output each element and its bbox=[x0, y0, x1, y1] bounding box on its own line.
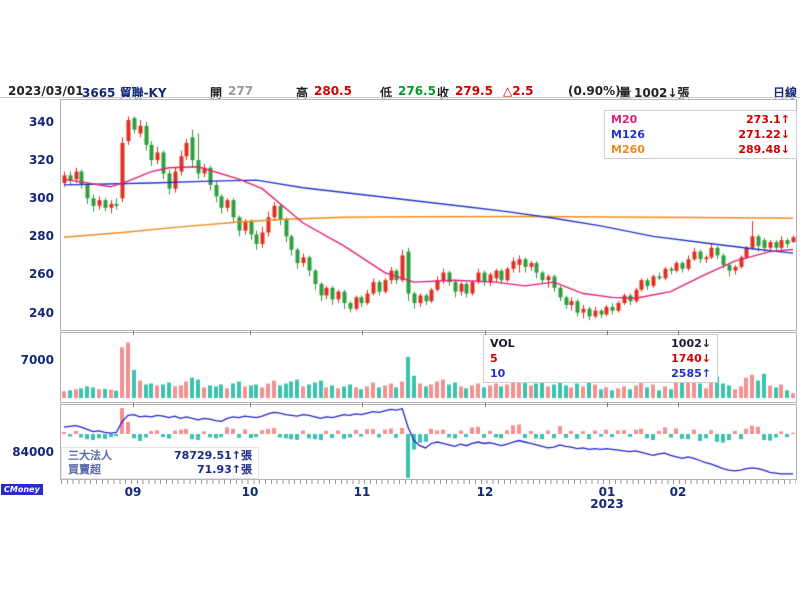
institutional-legend-row: 三大法人 78729.51↑張 bbox=[68, 449, 252, 463]
high-label: 高 bbox=[296, 86, 309, 100]
month-label: 02 bbox=[669, 485, 687, 499]
high-value: 280.5 bbox=[314, 84, 352, 98]
month-boundary-tick bbox=[362, 331, 363, 335]
month-label: 09 bbox=[124, 485, 142, 499]
month-boundary-tick bbox=[362, 403, 363, 407]
price-tick-label: 340 bbox=[28, 115, 54, 129]
month-boundary-tick bbox=[678, 403, 679, 407]
month-boundary-tick bbox=[250, 403, 251, 407]
stock-symbol[interactable]: 3665 貿聯-KY bbox=[82, 86, 167, 100]
vol5-value: 1740↓ bbox=[671, 352, 711, 365]
volume-legend: VOL 1002↓ 5 1740↓ 10 2585↑ bbox=[483, 334, 718, 383]
low-label: 低 bbox=[380, 86, 393, 100]
change-percent: (0.90%) bbox=[568, 84, 621, 98]
ma126-label: M126 bbox=[611, 128, 645, 141]
institutional-axis-label: 84000 bbox=[12, 445, 54, 459]
ma20-label: M20 bbox=[611, 113, 638, 126]
month-boundary-tick bbox=[133, 331, 134, 335]
ma260-label: M260 bbox=[611, 143, 645, 156]
year-label: 2023 bbox=[590, 497, 624, 511]
inst-net-label: 買賣超 bbox=[68, 463, 101, 476]
month-boundary-tick bbox=[485, 403, 486, 407]
quote-date: 2023/03/01 bbox=[8, 84, 84, 98]
month-boundary-tick bbox=[485, 331, 486, 335]
month-label: 10 bbox=[241, 485, 259, 499]
month-boundary-tick bbox=[678, 331, 679, 335]
cmoney-logo: CMoney bbox=[1, 484, 43, 495]
vol10-label: 10 bbox=[490, 367, 506, 380]
volume-legend-row: 5 1740↓ bbox=[490, 351, 711, 366]
price-tick-label: 260 bbox=[28, 267, 54, 282]
ma260-value: 289.48↓ bbox=[738, 143, 790, 156]
institutional-legend: 三大法人 78729.51↑張 買賣超 71.93↑張 bbox=[61, 447, 259, 479]
month-label: 11 bbox=[353, 485, 371, 499]
ma-legend: M20 273.1↑ M126 271.22↓ M260 289.48↓ bbox=[604, 110, 797, 159]
month-boundary-tick bbox=[607, 403, 608, 407]
change-value: △2.5 bbox=[503, 84, 534, 98]
ma126-value: 271.22↓ bbox=[738, 128, 790, 141]
month-boundary-tick bbox=[607, 331, 608, 335]
volume-legend-row: VOL 1002↓ bbox=[490, 336, 711, 351]
close-label: 收 bbox=[437, 86, 450, 100]
ma-legend-row: M126 271.22↓ bbox=[611, 127, 790, 142]
quote-header: 2023/03/01 3665 貿聯-KY 開 277 高 280.5 低 27… bbox=[0, 84, 800, 100]
inst-total-value: 78729.51↑張 bbox=[174, 449, 252, 462]
price-tick-label: 240 bbox=[28, 305, 54, 320]
ma20-value: 273.1↑ bbox=[745, 113, 790, 126]
price-tick-label: 300 bbox=[28, 191, 54, 206]
ma-legend-row: M20 273.1↑ bbox=[611, 112, 790, 127]
volume-legend-row: 10 2585↑ bbox=[490, 366, 711, 381]
inst-total-label: 三大法人 bbox=[68, 449, 112, 462]
month-boundary-tick bbox=[250, 331, 251, 335]
month-label: 01 bbox=[598, 485, 616, 499]
vol-label: VOL bbox=[490, 337, 515, 350]
period-selector[interactable]: 日線 bbox=[773, 86, 798, 100]
volume-value: 1002↓張 bbox=[634, 86, 690, 100]
price-tick-label: 280 bbox=[28, 229, 54, 244]
vol5-label: 5 bbox=[490, 352, 498, 365]
header-divider bbox=[0, 97, 800, 98]
institutional-legend-row: 買賣超 71.93↑張 bbox=[68, 463, 252, 477]
open-label: 開 bbox=[210, 86, 223, 100]
time-axis-ticks bbox=[61, 480, 796, 484]
volume-axis-label: 7000 bbox=[20, 353, 54, 367]
close-value: 279.5 bbox=[455, 84, 493, 98]
open-value: 277 bbox=[228, 84, 254, 98]
price-tick-label: 320 bbox=[28, 153, 54, 168]
vol-value: 1002↓ bbox=[671, 337, 711, 350]
volume-label: 量 bbox=[619, 86, 632, 100]
month-boundary-tick bbox=[133, 403, 134, 407]
month-label: 12 bbox=[476, 485, 494, 499]
inst-net-value: 71.93↑張 bbox=[196, 463, 252, 476]
low-value: 276.5 bbox=[398, 84, 436, 98]
ma-legend-row: M260 289.48↓ bbox=[611, 142, 790, 157]
vol10-value: 2585↑ bbox=[671, 367, 711, 380]
